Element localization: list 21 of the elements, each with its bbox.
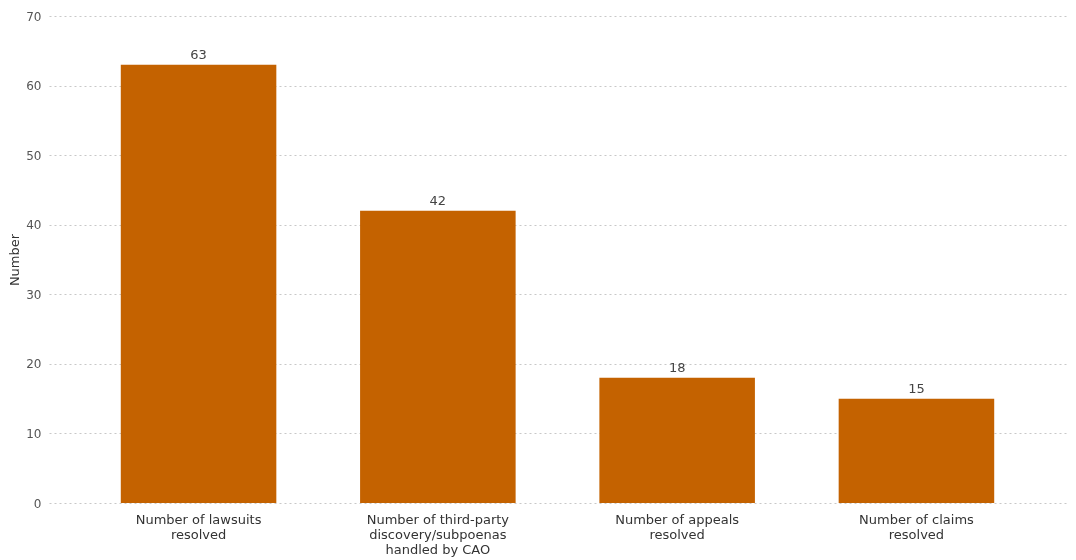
y-tick-label: 70 — [26, 9, 42, 24]
y-tick-label: 0 — [33, 496, 42, 511]
y-tick-label: 30 — [26, 287, 42, 302]
bar — [599, 377, 755, 503]
y-tick-label: 20 — [26, 357, 42, 372]
data-label: 63 — [190, 46, 207, 62]
y-tick-label: 50 — [26, 148, 42, 163]
y-tick-label: 10 — [26, 426, 42, 441]
x-tick-label: Number of claims resolved — [859, 511, 975, 542]
x-tick-label: Number of appeals resolved — [615, 511, 740, 542]
data-label: 15 — [908, 380, 925, 396]
bar — [120, 64, 277, 503]
y-tick-label: 40 — [26, 218, 42, 233]
bar — [838, 398, 995, 503]
y-tick-label: 60 — [26, 79, 42, 94]
data-label: 18 — [668, 359, 686, 375]
x-tick-label: Number of third-party discovery/subpoenas handled by CAO — [366, 511, 510, 557]
y-axis-title: Number — [7, 233, 23, 287]
x-tick-label: Number of lawsuits resolved — [135, 511, 262, 542]
data-label: 42 — [429, 192, 447, 208]
bar — [360, 210, 516, 503]
